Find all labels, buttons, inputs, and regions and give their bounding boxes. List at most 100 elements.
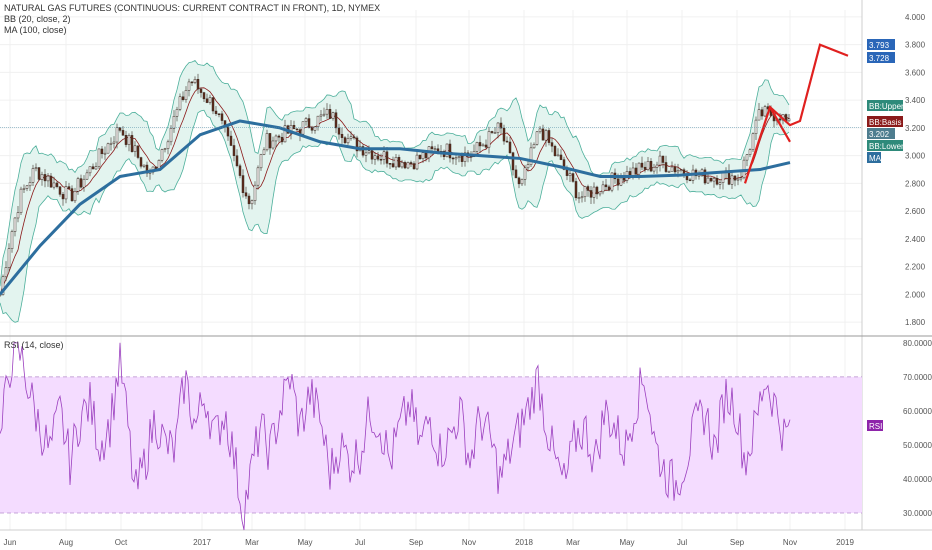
candle[interactable] — [535, 131, 539, 145]
candle[interactable] — [400, 162, 404, 168]
price-axis[interactable]: 1.800 2.000 2.200 2.400 2.600 2.800 3.000 3.200… — [905, 13, 926, 327]
candle[interactable] — [232, 145, 236, 156]
candle[interactable] — [133, 145, 137, 152]
candle[interactable] — [121, 130, 125, 136]
candle[interactable] — [634, 167, 638, 175]
candle[interactable] — [703, 169, 707, 184]
candle[interactable] — [682, 169, 686, 174]
rsi-legend[interactable]: RSI (14, close) — [4, 340, 64, 350]
candle[interactable] — [604, 184, 608, 188]
candle[interactable] — [739, 177, 743, 180]
candle[interactable] — [127, 135, 131, 145]
candle[interactable] — [574, 181, 578, 199]
candle[interactable] — [550, 142, 554, 147]
bb-lower-line[interactable] — [0, 109, 790, 323]
candle[interactable] — [208, 97, 212, 103]
candle[interactable] — [49, 175, 53, 188]
bb-upper-line[interactable] — [0, 60, 790, 287]
candle[interactable] — [484, 144, 488, 148]
candle[interactable] — [271, 140, 275, 149]
candle[interactable] — [196, 79, 200, 90]
candle[interactable] — [706, 177, 710, 184]
candle[interactable] — [355, 137, 359, 152]
candle[interactable] — [91, 166, 95, 170]
candle[interactable] — [1, 276, 5, 295]
candle[interactable] — [352, 136, 356, 139]
candle[interactable] — [343, 137, 347, 144]
candle[interactable] — [7, 248, 11, 268]
candle[interactable] — [73, 191, 77, 202]
candle[interactable] — [748, 149, 752, 156]
candle[interactable] — [394, 157, 398, 168]
candle[interactable] — [160, 149, 164, 161]
candle[interactable] — [346, 138, 350, 144]
candle[interactable] — [658, 155, 662, 166]
candle[interactable] — [136, 145, 140, 158]
candle[interactable] — [124, 135, 128, 145]
candle[interactable] — [778, 118, 782, 121]
candle[interactable] — [424, 152, 428, 159]
candle[interactable] — [337, 127, 341, 135]
candle[interactable] — [163, 148, 167, 150]
candle[interactable] — [586, 186, 590, 191]
candle[interactable] — [322, 113, 326, 116]
candle[interactable] — [610, 172, 614, 191]
candle[interactable] — [523, 167, 527, 180]
candle[interactable] — [175, 109, 179, 117]
candle[interactable] — [721, 172, 725, 183]
candle[interactable] — [100, 148, 104, 155]
candle[interactable] — [94, 166, 98, 170]
candle[interactable] — [376, 155, 380, 160]
candle[interactable] — [661, 155, 665, 163]
candle[interactable] — [79, 178, 83, 188]
candle[interactable] — [664, 162, 668, 172]
candle[interactable] — [652, 167, 656, 172]
candle[interactable] — [40, 174, 44, 180]
candle[interactable] — [205, 98, 209, 103]
candle[interactable] — [82, 178, 86, 188]
candle[interactable] — [451, 157, 455, 160]
candle[interactable] — [67, 186, 71, 189]
candle[interactable] — [142, 164, 146, 167]
candle[interactable] — [97, 148, 101, 167]
candle[interactable] — [676, 170, 680, 173]
candle[interactable] — [646, 161, 650, 170]
candle[interactable] — [763, 106, 767, 117]
candle[interactable] — [730, 175, 734, 185]
candle[interactable] — [214, 110, 218, 114]
candle[interactable] — [292, 125, 296, 130]
candle[interactable] — [319, 114, 323, 117]
candle[interactable] — [529, 147, 533, 165]
candle[interactable] — [760, 109, 764, 117]
candle[interactable] — [475, 142, 479, 152]
rsi-line[interactable] — [0, 342, 791, 531]
candle[interactable] — [412, 163, 416, 170]
candle[interactable] — [532, 144, 536, 149]
candle[interactable] — [397, 157, 401, 168]
candle[interactable] — [757, 109, 761, 121]
price-pane[interactable] — [0, 43, 862, 323]
candle[interactable] — [592, 186, 596, 198]
candle[interactable] — [169, 128, 173, 143]
candle[interactable] — [184, 90, 188, 101]
candle[interactable] — [379, 158, 383, 161]
candle[interactable] — [13, 217, 17, 232]
candle[interactable] — [217, 113, 221, 115]
candle[interactable] — [490, 131, 494, 133]
candle[interactable] — [733, 175, 737, 181]
candle[interactable] — [742, 159, 746, 179]
candle[interactable] — [637, 162, 641, 175]
candle[interactable] — [277, 135, 281, 138]
candle[interactable] — [787, 118, 791, 122]
candle[interactable] — [754, 119, 758, 135]
candle[interactable] — [256, 167, 260, 186]
candle[interactable] — [679, 169, 683, 171]
candle[interactable] — [325, 109, 329, 115]
candle[interactable] — [382, 151, 386, 160]
candle[interactable] — [547, 130, 551, 143]
candle[interactable] — [268, 133, 272, 149]
candle[interactable] — [403, 162, 407, 169]
candle[interactable] — [280, 136, 284, 143]
candle[interactable] — [25, 185, 29, 189]
candle[interactable] — [520, 179, 524, 185]
